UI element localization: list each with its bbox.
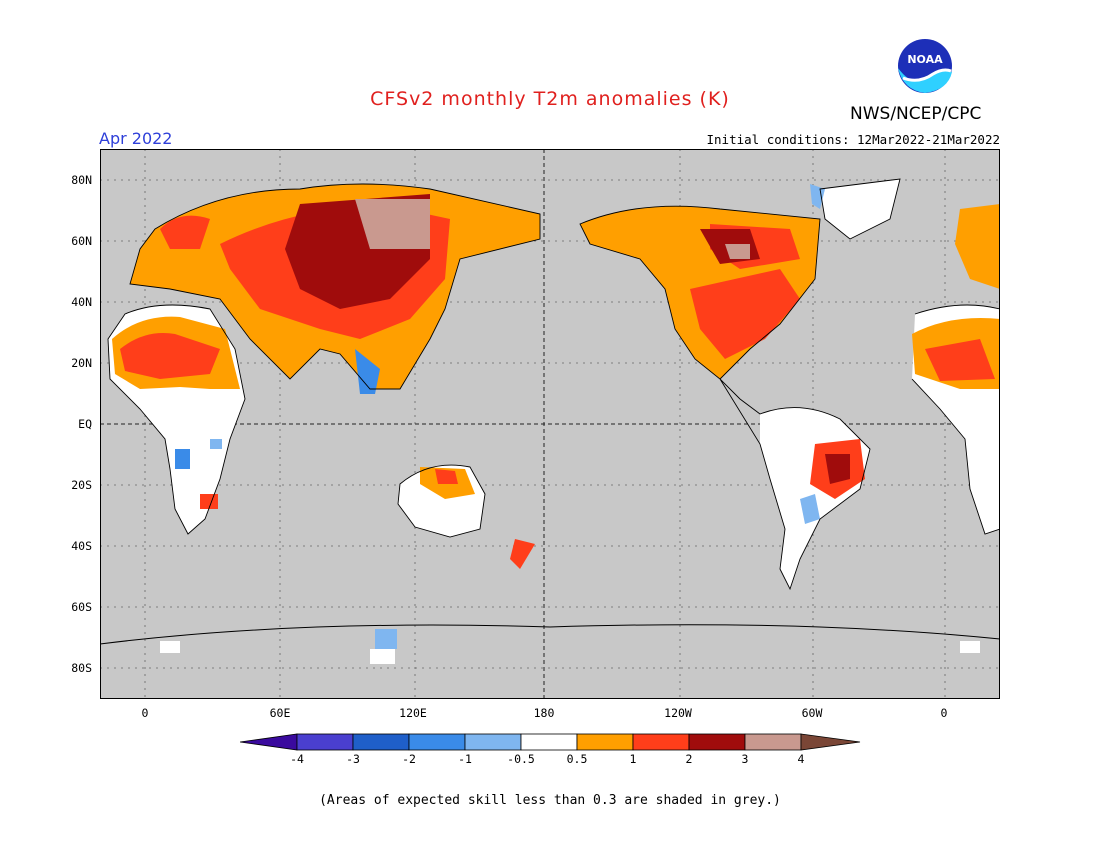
eurasia-region bbox=[130, 184, 540, 394]
south-america-region bbox=[760, 407, 870, 589]
lon-label-60w: 60W bbox=[801, 706, 823, 720]
colorbar-tick-pos2: 2 bbox=[685, 752, 693, 766]
initial-conditions: Initial conditions: 12Mar2022-21Mar2022 bbox=[706, 132, 1001, 147]
agency-label: NWS/NCEP/CPC bbox=[850, 104, 982, 124]
color-bar bbox=[240, 733, 861, 751]
lat-label-80s: 80S bbox=[71, 661, 92, 675]
lon-label-120e: 120E bbox=[399, 706, 427, 720]
colorbar-tick-pos3: 3 bbox=[741, 752, 749, 766]
colorbar-tick-neg2: -2 bbox=[402, 752, 416, 766]
colorbar-tick-pos4: 4 bbox=[797, 752, 805, 766]
antarctica-region bbox=[100, 624, 1000, 664]
colorbar-tick-pos1: 1 bbox=[629, 752, 637, 766]
coastlines bbox=[107, 178, 1000, 591]
lat-label-60s: 60S bbox=[71, 600, 92, 614]
lon-label-180: 180 bbox=[533, 706, 555, 720]
africa-repeat-region bbox=[912, 204, 1000, 534]
lon-label-120w: 120W bbox=[664, 706, 692, 720]
lon-label-0: 0 bbox=[141, 706, 149, 720]
africa-region bbox=[108, 305, 245, 534]
forecast-month: Apr 2022 bbox=[99, 129, 173, 148]
map-title: CFSv2 monthly T2m anomalies (K) bbox=[370, 88, 730, 110]
noaa-logo: NOAA bbox=[893, 38, 957, 98]
colorbar-tick-neg3: -3 bbox=[346, 752, 360, 766]
colorbar-tick-neg1: -1 bbox=[458, 752, 472, 766]
lat-label-80n: 80N bbox=[71, 173, 92, 187]
lat-label-20s: 20S bbox=[71, 478, 92, 492]
lat-label-eq: EQ bbox=[78, 417, 92, 431]
skill-note: (Areas of expected skill less than 0.3 a… bbox=[319, 793, 781, 808]
colorbar-tick-neg05: -0.5 bbox=[507, 752, 535, 766]
lat-label-40n: 40N bbox=[71, 295, 92, 309]
australia-region bbox=[398, 465, 535, 569]
lat-label-40s: 40S bbox=[71, 539, 92, 553]
colorbar-tick-pos05: 0.5 bbox=[566, 752, 588, 766]
north-america-region bbox=[580, 179, 900, 379]
reference-lines bbox=[100, 149, 1000, 699]
lon-label-0-right: 0 bbox=[940, 706, 948, 720]
lat-label-20n: 20N bbox=[71, 356, 92, 370]
lat-label-60n: 60N bbox=[71, 234, 92, 248]
anomaly-map bbox=[100, 149, 1000, 699]
colorbar-tick-neg4: -4 bbox=[290, 752, 304, 766]
lon-label-60e: 60E bbox=[269, 706, 291, 720]
noaa-logo-text: NOAA bbox=[907, 53, 943, 66]
